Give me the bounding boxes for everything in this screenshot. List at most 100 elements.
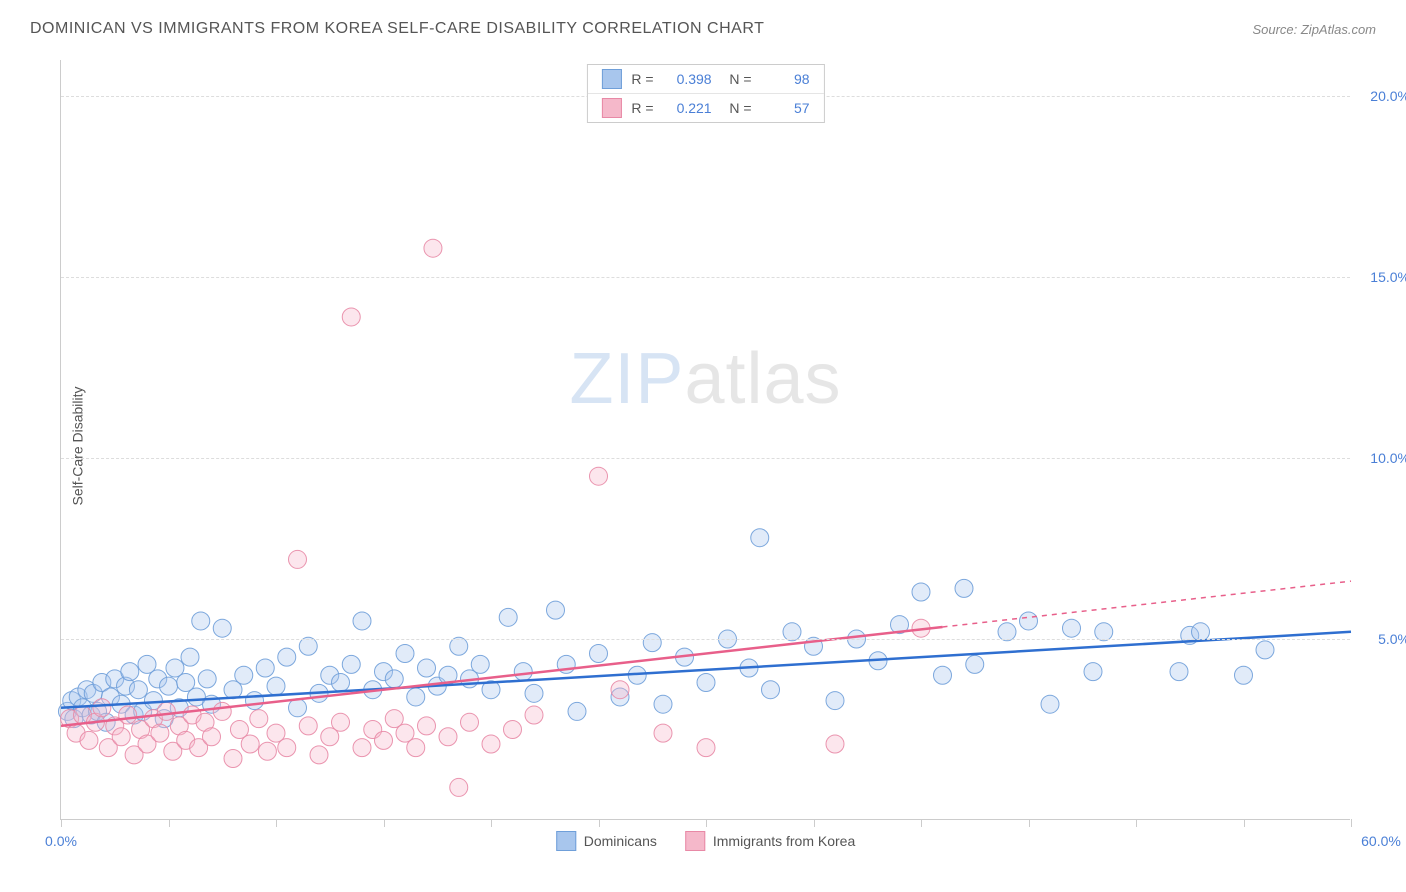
data-point-dominicans <box>407 688 425 706</box>
series-legend: Dominicans Immigrants from Korea <box>556 831 856 851</box>
legend-row-dominicans: R =0.398 N =98 <box>587 65 823 94</box>
data-point-dominicans <box>1084 663 1102 681</box>
chart-plot-area: ZIPatlas R =0.398 N =98 R =0.221 N =57 D… <box>60 60 1350 820</box>
data-point-korea <box>375 731 393 749</box>
data-point-korea <box>157 702 175 720</box>
data-point-dominicans <box>129 681 147 699</box>
data-point-dominicans <box>213 619 231 637</box>
data-point-korea <box>250 710 268 728</box>
data-point-dominicans <box>514 663 532 681</box>
data-point-korea <box>439 728 457 746</box>
y-tick-label: 10.0% <box>1355 450 1406 466</box>
data-point-korea <box>697 739 715 757</box>
x-tick-label: 60.0% <box>1361 833 1401 849</box>
data-point-dominicans <box>1041 695 1059 713</box>
data-point-korea <box>289 550 307 568</box>
data-point-korea <box>611 681 629 699</box>
data-point-dominicans <box>966 655 984 673</box>
data-point-korea <box>461 713 479 731</box>
data-point-dominicans <box>418 659 436 677</box>
data-point-dominicans <box>289 699 307 717</box>
data-point-korea <box>418 717 436 735</box>
data-point-korea <box>424 239 442 257</box>
data-point-dominicans <box>912 583 930 601</box>
data-point-dominicans <box>643 634 661 652</box>
data-point-korea <box>241 735 259 753</box>
scatter-svg <box>61 60 1350 819</box>
data-point-dominicans <box>471 655 489 673</box>
data-point-dominicans <box>547 601 565 619</box>
data-point-dominicans <box>1020 612 1038 630</box>
y-tick-label: 15.0% <box>1355 269 1406 285</box>
chart-title: DOMINICAN VS IMMIGRANTS FROM KOREA SELF-… <box>30 20 764 38</box>
data-point-korea <box>203 728 221 746</box>
data-point-korea <box>342 308 360 326</box>
data-point-dominicans <box>1235 666 1253 684</box>
data-point-korea <box>654 724 672 742</box>
data-point-korea <box>278 739 296 757</box>
data-point-korea <box>407 739 425 757</box>
legend-row-korea: R =0.221 N =57 <box>587 94 823 122</box>
y-tick-label: 20.0% <box>1355 88 1406 104</box>
swatch-korea <box>601 98 621 118</box>
data-point-dominicans <box>499 608 517 626</box>
trendline-dashed-korea <box>943 581 1352 627</box>
data-point-dominicans <box>181 648 199 666</box>
data-point-dominicans <box>160 677 178 695</box>
data-point-dominicans <box>934 666 952 684</box>
data-point-korea <box>590 467 608 485</box>
data-point-korea <box>119 706 137 724</box>
x-tick-label: 0.0% <box>45 833 77 849</box>
data-point-dominicans <box>198 670 216 688</box>
data-point-dominicans <box>396 645 414 663</box>
legend-label-dominicans: Dominicans <box>584 833 657 849</box>
data-point-korea <box>93 699 111 717</box>
data-point-dominicans <box>697 673 715 691</box>
data-point-dominicans <box>826 692 844 710</box>
data-point-korea <box>504 721 522 739</box>
data-point-dominicans <box>751 529 769 547</box>
data-point-dominicans <box>955 579 973 597</box>
legend-item-dominicans: Dominicans <box>556 831 657 851</box>
data-point-dominicans <box>385 670 403 688</box>
data-point-dominicans <box>246 692 264 710</box>
data-point-dominicans <box>654 695 672 713</box>
data-point-dominicans <box>267 677 285 695</box>
data-point-dominicans <box>235 666 253 684</box>
data-point-dominicans <box>353 612 371 630</box>
correlation-legend: R =0.398 N =98 R =0.221 N =57 <box>586 64 824 123</box>
legend-item-korea: Immigrants from Korea <box>685 831 855 851</box>
data-point-korea <box>450 778 468 796</box>
data-point-dominicans <box>568 702 586 720</box>
data-point-korea <box>332 713 350 731</box>
data-point-dominicans <box>256 659 274 677</box>
data-point-korea <box>353 739 371 757</box>
data-point-dominicans <box>1063 619 1081 637</box>
data-point-korea <box>112 728 130 746</box>
data-point-dominicans <box>1256 641 1274 659</box>
y-tick-label: 5.0% <box>1355 631 1406 647</box>
swatch-korea-bottom <box>685 831 705 851</box>
data-point-dominicans <box>590 645 608 663</box>
data-point-korea <box>213 702 231 720</box>
data-point-korea <box>80 731 98 749</box>
data-point-dominicans <box>342 655 360 673</box>
data-point-korea <box>826 735 844 753</box>
trendline-korea <box>61 627 943 726</box>
data-point-korea <box>299 717 317 735</box>
legend-label-korea: Immigrants from Korea <box>713 833 855 849</box>
data-point-korea <box>224 749 242 767</box>
swatch-dominicans-bottom <box>556 831 576 851</box>
source-label: Source: ZipAtlas.com <box>1252 22 1376 37</box>
data-point-dominicans <box>332 673 350 691</box>
swatch-dominicans <box>601 69 621 89</box>
data-point-korea <box>258 742 276 760</box>
data-point-korea <box>482 735 500 753</box>
data-point-korea <box>310 746 328 764</box>
data-point-dominicans <box>121 663 139 681</box>
trendline-dominicans <box>61 632 1351 708</box>
data-point-korea <box>525 706 543 724</box>
data-point-dominicans <box>278 648 296 666</box>
data-point-dominicans <box>192 612 210 630</box>
data-point-dominicans <box>525 684 543 702</box>
